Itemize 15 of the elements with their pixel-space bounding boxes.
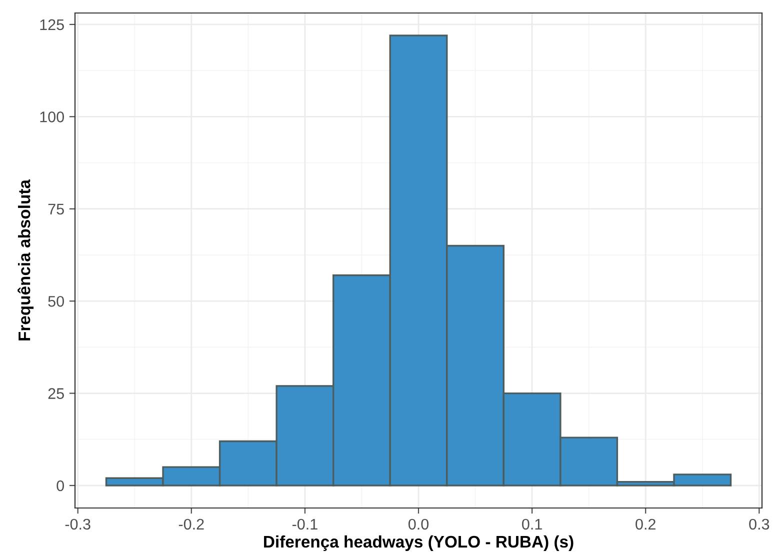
x-tick-label: 0.2 [636, 518, 656, 530]
y-tick-label: 0 [56, 480, 64, 492]
y-tick-label: 50 [48, 296, 64, 307]
y-tick-label: 75 [48, 204, 64, 215]
x-tick-label: -0.3 [65, 518, 90, 530]
x-tick-label: 0.1 [522, 518, 542, 530]
y-tick-label: 100 [40, 112, 64, 122]
y-axis-title: Frequência absoluta [18, 179, 34, 340]
y-tick-label: 125 [40, 19, 64, 30]
x-tick-label: 0.3 [749, 518, 770, 530]
x-tick-label: -0.1 [292, 518, 318, 530]
y-tick-label: 25 [48, 388, 64, 399]
x-tick-label: -0.2 [178, 518, 204, 530]
x-axis-title: Diferença headways (YOLO - RUBA) (s) [264, 535, 574, 551]
x-tick-label: 0.0 [408, 518, 429, 530]
